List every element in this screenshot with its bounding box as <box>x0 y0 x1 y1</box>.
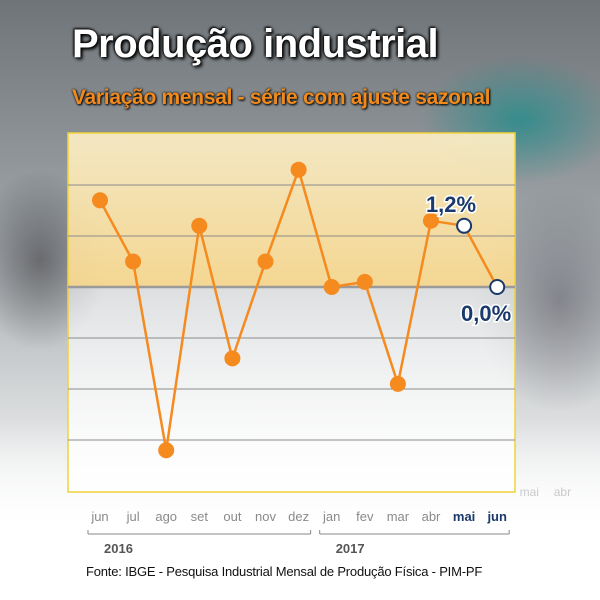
plot-frame <box>67 132 516 493</box>
faded-tick-label: abr <box>554 485 571 499</box>
x-tick-label: nov <box>255 509 276 524</box>
x-tick-label: jan <box>322 509 340 524</box>
data-point-highlight <box>456 217 473 234</box>
year-label: 2016 <box>104 541 133 556</box>
x-tick-label: out <box>223 509 241 524</box>
x-tick-label: jul <box>126 509 140 524</box>
x-tick-label: fev <box>356 509 374 524</box>
x-tick-label: abr <box>422 509 441 524</box>
data-point <box>257 253 274 270</box>
data-point <box>191 217 208 234</box>
data-point <box>356 273 373 290</box>
value-annotation: 0,0% <box>461 301 511 326</box>
plot-area-positive <box>68 133 515 287</box>
year-label: 2017 <box>336 541 365 556</box>
x-tick-label: dez <box>288 509 309 524</box>
faded-tick-label: mai <box>520 485 539 499</box>
data-point <box>389 375 406 392</box>
data-point <box>224 350 241 367</box>
data-point-highlight <box>489 279 506 295</box>
data-point <box>423 212 439 229</box>
chart-subtitle: Variação mensal - série com ajuste sazon… <box>72 86 491 109</box>
x-tick-label: mar <box>387 509 410 524</box>
data-point <box>158 442 175 459</box>
data-point <box>92 192 108 209</box>
source-note: Fonte: IBGE - Pesquisa Industrial Mensal… <box>86 564 483 579</box>
x-tick-label: jun <box>486 509 507 524</box>
x-tick-label: ago <box>155 509 177 524</box>
data-point <box>125 253 142 270</box>
data-point <box>323 279 340 295</box>
chart-title: Produção industrial <box>72 22 439 66</box>
value-annotation: 1,2% <box>426 192 476 217</box>
x-tick-label: mai <box>453 509 475 524</box>
data-point <box>290 161 307 178</box>
x-tick-label: set <box>191 509 209 524</box>
x-tick-label: jun <box>90 509 108 524</box>
